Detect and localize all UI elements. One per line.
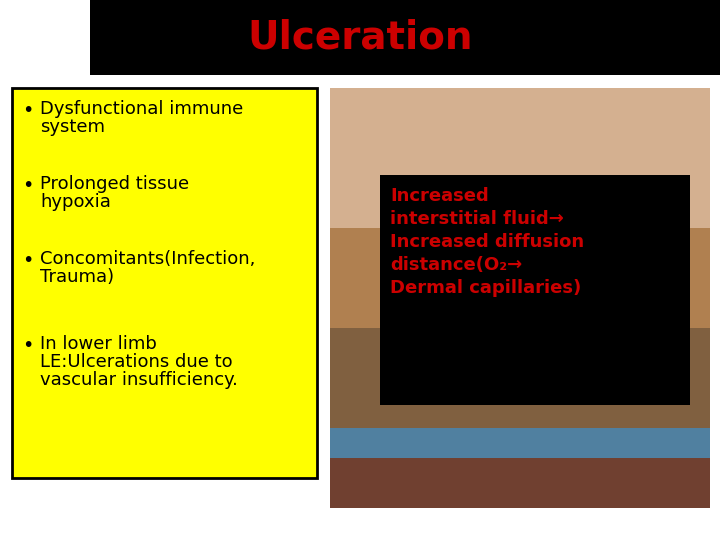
FancyBboxPatch shape [330,88,710,508]
Text: •: • [22,251,34,270]
FancyBboxPatch shape [330,428,710,458]
FancyBboxPatch shape [90,0,720,75]
Text: •: • [22,336,34,355]
Text: Dermal capillaries): Dermal capillaries) [390,279,581,297]
Text: •: • [22,101,34,120]
Text: system: system [40,118,105,136]
Text: Prolonged tissue: Prolonged tissue [40,175,189,193]
Text: LE:Ulcerations due to: LE:Ulcerations due to [40,353,233,371]
FancyBboxPatch shape [330,228,710,328]
Text: hypoxia: hypoxia [40,193,111,211]
Text: Trauma): Trauma) [40,268,114,286]
FancyBboxPatch shape [330,88,710,228]
FancyBboxPatch shape [330,458,710,508]
FancyBboxPatch shape [380,175,690,405]
Text: Ulceration: Ulceration [247,18,473,57]
Text: interstitial fluid→: interstitial fluid→ [390,210,564,228]
Text: Increased diffusion: Increased diffusion [390,233,584,251]
Text: vascular insufficiency.: vascular insufficiency. [40,371,238,389]
Text: Concomitants(Infection,: Concomitants(Infection, [40,250,256,268]
Text: distance(O₂→: distance(O₂→ [390,256,522,274]
Text: •: • [22,176,34,195]
FancyBboxPatch shape [12,88,317,478]
Text: Dysfunctional immune: Dysfunctional immune [40,100,243,118]
Text: In lower limb: In lower limb [40,335,157,353]
Text: Increased: Increased [390,187,489,205]
FancyBboxPatch shape [330,328,710,428]
